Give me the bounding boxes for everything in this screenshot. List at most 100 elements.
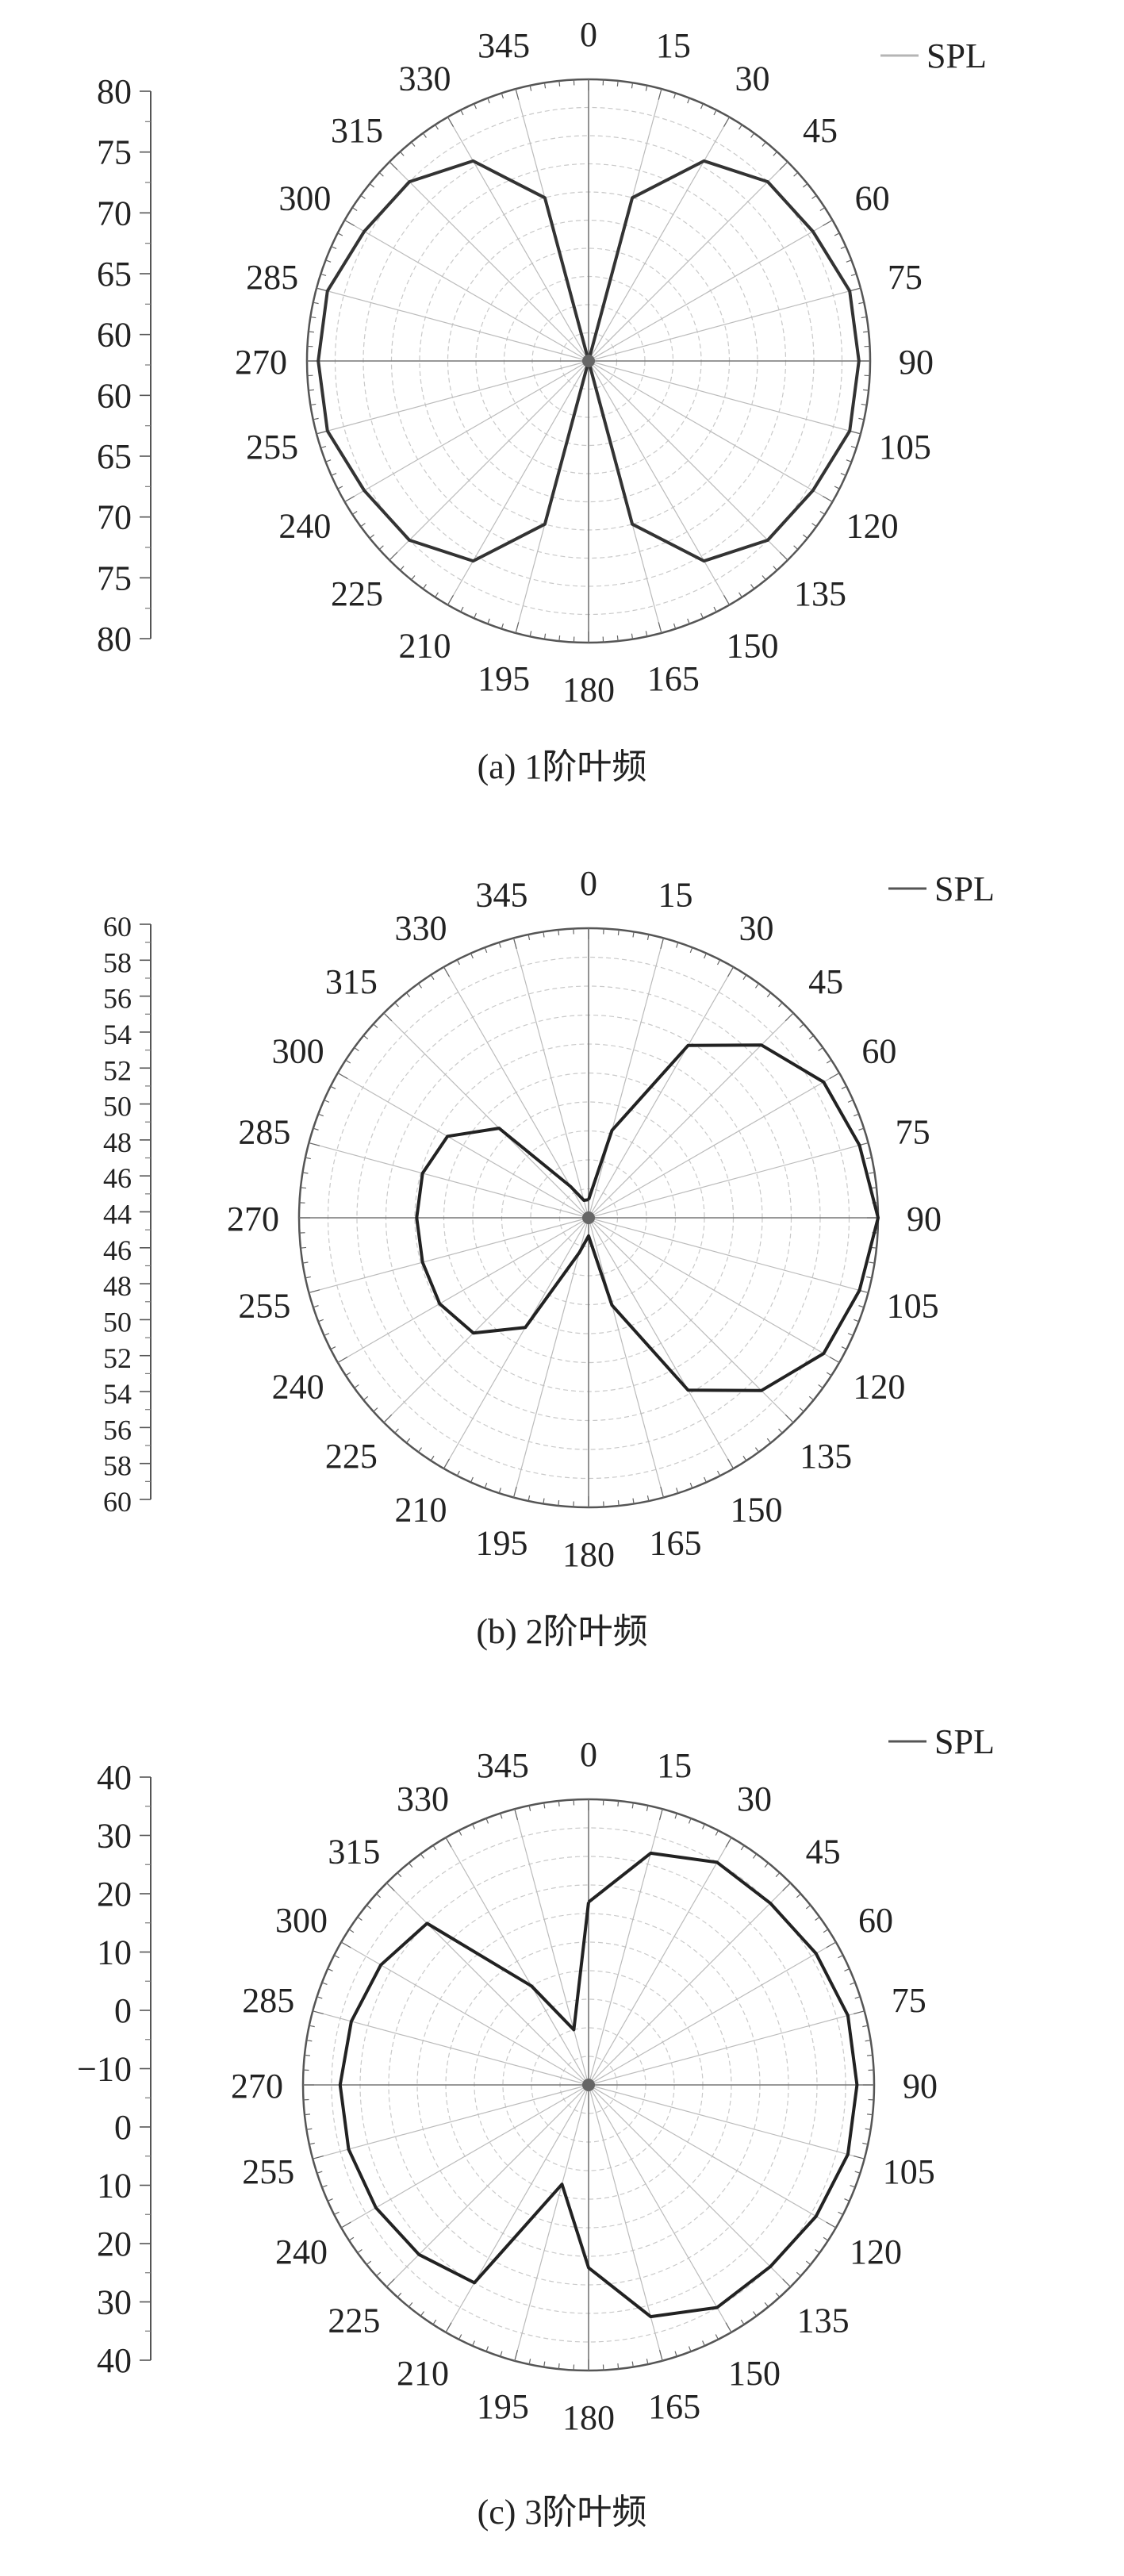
ring-tick	[445, 1837, 452, 1848]
ring-tick	[632, 931, 635, 938]
ring-tick	[363, 1035, 369, 1040]
grid-spoke	[316, 360, 589, 435]
ring-tick	[784, 1012, 794, 1022]
ring-tick	[829, 1356, 840, 1364]
grid-spoke	[588, 1883, 791, 2086]
angle-label: 255	[242, 2152, 294, 2191]
ring-tick	[309, 2142, 315, 2145]
grid-spoke	[512, 1217, 589, 1498]
ring-tick	[688, 2346, 692, 2352]
ring-tick	[811, 523, 817, 528]
ring-tick	[844, 1968, 850, 1971]
ring-tick	[337, 1356, 348, 1364]
ring-tick	[658, 622, 662, 634]
ring-tick	[631, 2361, 634, 2367]
ring-tick	[383, 1012, 393, 1022]
scale-label: 70	[97, 194, 132, 232]
ring-tick	[397, 1872, 402, 1878]
ring-tick	[422, 132, 427, 138]
grid-spoke	[588, 1012, 794, 1219]
angle-label: 165	[649, 1524, 701, 1563]
ring-tick	[773, 151, 777, 156]
ring-tick	[753, 2311, 758, 2317]
scale-label: 20	[97, 1875, 132, 1914]
angle-label: 30	[739, 909, 774, 948]
ring-tick	[330, 1085, 336, 1090]
ring-tick	[750, 132, 755, 138]
grid-spoke	[309, 1217, 589, 1294]
angle-label: 135	[797, 2302, 850, 2340]
ring-tick	[373, 1407, 378, 1412]
ring-tick	[823, 1929, 829, 1933]
angle-label: 120	[853, 1368, 905, 1407]
ring-tick	[850, 287, 861, 292]
ring-tick	[819, 511, 826, 515]
ring-tick	[411, 141, 416, 147]
ring-tick	[417, 1447, 423, 1453]
ring-tick	[815, 1916, 820, 1921]
scale-label: 50	[103, 1306, 132, 1338]
ring-tick	[854, 1319, 859, 1323]
ring-tick	[345, 1059, 351, 1064]
grid-spoke	[588, 1142, 869, 1219]
ring-tick	[432, 2319, 437, 2325]
ring-tick	[779, 551, 788, 561]
ring-tick	[844, 2198, 850, 2202]
ring-tick	[846, 259, 852, 263]
ring-tick	[854, 2171, 861, 2174]
scale-label: 40	[97, 1758, 132, 1797]
ring-tick	[725, 2322, 732, 2333]
angle-label: 270	[227, 1200, 279, 1238]
ring-tick	[866, 1157, 873, 1160]
ring-tick	[430, 974, 435, 981]
ring-tick	[514, 2350, 519, 2361]
ring-tick	[383, 1414, 393, 1423]
ring-tick	[331, 472, 337, 476]
ring-tick	[417, 983, 423, 989]
angle-label: 60	[855, 179, 890, 218]
grid-spoke	[588, 1217, 794, 1423]
ring-tick	[458, 2334, 462, 2340]
ring-tick	[858, 417, 865, 420]
grid-spoke	[588, 2084, 865, 2159]
grid-spoke	[588, 117, 731, 362]
caption-b: (b) 2阶叶频	[476, 1612, 648, 1651]
ring-tick	[784, 1414, 794, 1423]
ring-tick	[378, 172, 384, 177]
grid-spoke	[443, 966, 589, 1219]
ring-tick	[456, 1470, 461, 1476]
ring-tick	[337, 1072, 348, 1080]
grid-spoke	[588, 161, 788, 362]
angle-label: 270	[235, 343, 287, 382]
ring-tick	[727, 966, 735, 977]
ring-tick	[529, 85, 532, 91]
scale-label: 58	[103, 1450, 132, 1482]
grid-spoke	[447, 360, 589, 605]
angle-label: 345	[477, 1746, 529, 1785]
ring-tick	[422, 584, 427, 589]
ring-tick	[515, 88, 520, 100]
ring-tick	[646, 934, 650, 940]
ring-tick	[484, 947, 488, 953]
ring-tick	[803, 534, 808, 539]
ring-tick	[818, 1046, 823, 1052]
ring-tick	[330, 1346, 336, 1350]
ring-tick	[340, 2221, 351, 2229]
ring-tick	[834, 486, 840, 489]
angle-label: 165	[648, 2387, 700, 2426]
scale-label: 52	[103, 1342, 132, 1374]
scale-label: 48	[103, 1270, 132, 1302]
ring-tick	[796, 2271, 801, 2277]
ring-tick	[702, 1823, 705, 1829]
ring-tick	[713, 606, 717, 612]
scale-label: 75	[97, 133, 132, 172]
ring-tick	[727, 1458, 735, 1469]
ring-tick	[826, 1372, 832, 1376]
ring-tick	[316, 2171, 323, 2174]
ring-tick	[803, 183, 808, 188]
legend-label: SPL	[926, 36, 987, 75]
ring-tick	[834, 232, 840, 236]
angle-label: 315	[331, 111, 383, 150]
grid-spoke	[588, 360, 833, 503]
